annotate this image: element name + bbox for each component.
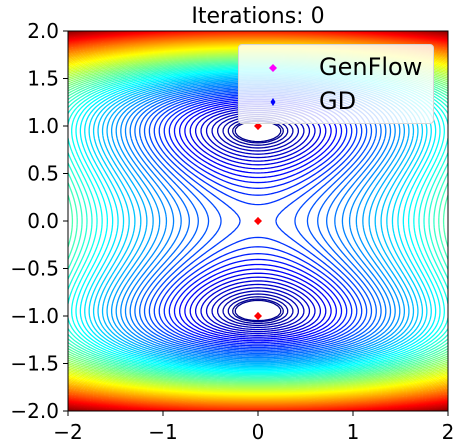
y-tick-label: 0.5: [27, 162, 59, 186]
legend-marker-gd: [270, 98, 276, 106]
marker-gd: [255, 217, 261, 225]
marker-layer: [254, 122, 262, 320]
legend-entry-gd: GD: [239, 85, 433, 119]
contour-line: [68, 32, 448, 410]
contour-line: [68, 34, 448, 408]
y-tick-label: 0.0: [27, 209, 59, 233]
x-tick-label: 1: [347, 420, 360, 444]
y-tick-label: −1.0: [10, 304, 59, 328]
y-axis: −2.0 −1.5 −1.0 −0.5 0.0 0.5 1.0 1.5 2.0: [10, 19, 68, 423]
legend-label-gd: GD: [319, 87, 357, 115]
x-tick-label: −2: [53, 420, 82, 444]
legend-label-genflow: GenFlow: [319, 53, 423, 81]
contour-line: [68, 64, 448, 378]
y-tick-label: −1.5: [10, 352, 59, 376]
contour-line: [68, 31, 448, 411]
contour-line: [68, 33, 448, 409]
x-tick-label: 0: [252, 420, 265, 444]
contour-line: [129, 85, 387, 357]
marker-gd: [255, 312, 261, 320]
contour-line: [68, 34, 448, 408]
chart-title: Iterations: 0: [191, 4, 325, 29]
contour-line: [68, 66, 448, 376]
contour-line: [68, 59, 448, 383]
y-tick-label: 2.0: [27, 19, 59, 43]
contour-line: [68, 45, 448, 397]
contour-line: [211, 111, 305, 331]
legend-entry-genflow: GenFlow: [239, 51, 433, 85]
contour-line: [68, 57, 448, 385]
contour-line: [106, 78, 410, 364]
x-tick-label: −1: [148, 420, 177, 444]
contour-line: [97, 76, 419, 366]
y-tick-label: 1.5: [27, 67, 59, 91]
contour-line: [179, 100, 337, 342]
contour-line: [139, 87, 377, 355]
contour-line: [68, 54, 448, 388]
marker-gd: [255, 122, 261, 130]
y-tick-label: −2.0: [10, 399, 59, 423]
contour-line: [68, 31, 448, 411]
x-tick-label: 2: [442, 420, 455, 444]
x-axis: −2 −1 0 1 2: [53, 411, 454, 444]
contour-line: [68, 47, 448, 395]
y-tick-label: 1.0: [27, 114, 59, 138]
contour-line: [200, 107, 316, 335]
contour-line: [75, 70, 441, 372]
legend: GenFlow GD: [238, 44, 434, 124]
y-tick-label: −0.5: [10, 257, 59, 281]
legend-marker-genflow: [269, 64, 277, 72]
contour-line: [68, 31, 448, 411]
contour-line: [68, 35, 448, 407]
contour-line: [153, 92, 363, 350]
contour-line: [115, 81, 401, 361]
contour-line: [163, 95, 353, 347]
contour-line: [222, 115, 294, 327]
contour-line: [189, 104, 327, 338]
contour-line: [68, 38, 448, 404]
